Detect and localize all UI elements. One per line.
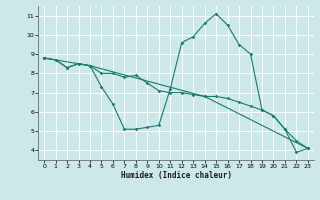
X-axis label: Humidex (Indice chaleur): Humidex (Indice chaleur): [121, 171, 231, 180]
